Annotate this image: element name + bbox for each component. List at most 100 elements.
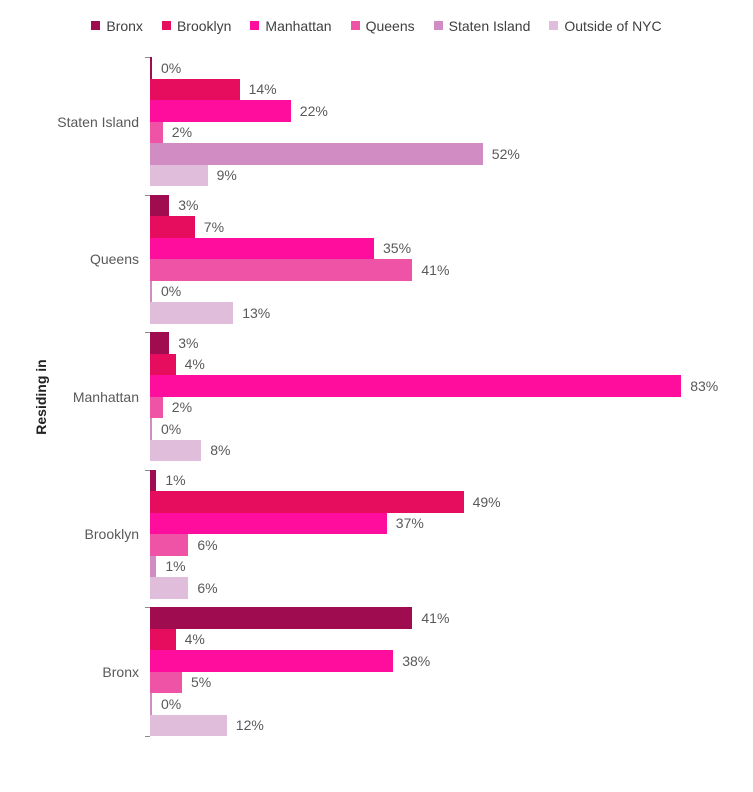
bar-row: 83% <box>150 375 753 397</box>
bar-bronx <box>150 194 170 216</box>
category-label: Brooklyn <box>84 526 139 542</box>
value-label: 1% <box>165 558 186 575</box>
bar-bronx <box>150 57 152 79</box>
value-label: 41% <box>421 609 450 626</box>
bar-row: 0% <box>150 693 753 715</box>
bar-row: 2% <box>150 396 753 418</box>
legend-swatch-icon <box>549 21 559 30</box>
bar-staten-island <box>150 418 152 440</box>
bar-group-staten-island: Staten Island 0% 14% 22% 2% 52% 9% <box>0 57 753 186</box>
chart-page: { "chart_data": { "type": "bar", "orient… <box>0 17 753 792</box>
value-label: 5% <box>191 674 212 691</box>
legend-label: Staten Island <box>448 17 531 34</box>
bar-row: 1% <box>150 469 753 491</box>
bar-queens <box>150 396 163 418</box>
category-label: Queens <box>89 251 139 267</box>
legend-item-outside-of-nyc: Outside of NYC <box>549 17 662 34</box>
bar-stack: 0% 14% 22% 2% 52% 9% <box>150 57 753 186</box>
value-label: 49% <box>472 493 501 510</box>
bar-bronx <box>150 332 170 354</box>
bar-brooklyn <box>150 491 464 513</box>
axis-tick <box>145 57 150 58</box>
bar-row: 41% <box>150 259 753 281</box>
value-label: 41% <box>421 261 450 278</box>
value-label: 0% <box>161 695 182 712</box>
bar-staten-island <box>150 143 483 165</box>
value-label: 8% <box>210 442 231 459</box>
bar-group-manhattan: Manhattan 3% 4% 83% 2% 0% 8% <box>0 332 753 461</box>
bar-row: 37% <box>150 512 753 534</box>
bar-row: 22% <box>150 100 753 122</box>
bar-queens <box>150 121 163 143</box>
bar-row: 7% <box>150 216 753 238</box>
bar-row: 49% <box>150 491 753 513</box>
legend-swatch-icon <box>91 21 101 30</box>
bar-brooklyn <box>150 78 240 100</box>
value-label: 83% <box>690 377 719 394</box>
value-label: 0% <box>161 420 182 437</box>
bar-outside-of-nyc <box>150 164 208 186</box>
bar-row: 2% <box>150 121 753 143</box>
bar-outside-of-nyc <box>150 302 234 324</box>
bar-stack: 1% 49% 37% 6% 1% 6% <box>150 469 753 599</box>
value-label: 38% <box>402 652 431 669</box>
axis-tick <box>145 607 150 608</box>
legend-item-staten-island: Staten Island <box>433 17 531 34</box>
category-label: Staten Island <box>57 113 139 130</box>
bar-row: 8% <box>150 439 753 461</box>
y-axis-title: Residing in <box>33 359 49 435</box>
value-label: 2% <box>171 399 193 416</box>
bar-row: 0% <box>150 57 753 79</box>
bar-manhattan <box>150 237 374 259</box>
chart-area: Residing in Staten Island 0% 14% 22% 2% 52% 9%… <box>0 57 753 737</box>
legend-item-queens: Queens <box>350 17 415 34</box>
bar-row: 35% <box>150 237 753 259</box>
value-label: 3% <box>178 334 199 351</box>
value-label: 7% <box>203 218 225 235</box>
bar-row: 1% <box>150 555 753 577</box>
bar-group-bronx: Bronx 41% 4% 38% 5% 0% 12% <box>0 607 753 736</box>
value-label: 4% <box>184 356 205 373</box>
bar-bronx <box>150 469 157 491</box>
value-label: 14% <box>248 81 277 98</box>
legend-label: Bronx <box>106 17 143 34</box>
legend: Bronx Brooklyn Manhattan Queens Staten Islan… <box>0 17 753 34</box>
bar-bronx <box>150 607 413 629</box>
value-label: 9% <box>216 167 237 184</box>
bar-brooklyn <box>150 628 176 650</box>
bar-queens <box>150 534 189 556</box>
legend-item-brooklyn: Brooklyn <box>161 17 232 34</box>
value-label: 2% <box>171 124 193 141</box>
bar-staten-island <box>150 280 152 302</box>
value-label: 52% <box>491 145 520 162</box>
value-label: 6% <box>197 536 218 553</box>
category-label: Bronx <box>102 663 139 680</box>
axis-tick <box>145 736 150 737</box>
category-label: Manhattan <box>72 388 139 405</box>
bar-outside-of-nyc <box>150 577 189 599</box>
bar-manhattan <box>150 375 682 397</box>
legend-label: Brooklyn <box>176 17 232 34</box>
legend-label: Queens <box>365 17 415 34</box>
bar-row: 0% <box>150 418 753 440</box>
bar-row: 12% <box>150 714 753 736</box>
bar-row: 3% <box>150 332 753 354</box>
bar-row: 0% <box>150 280 753 302</box>
axis-tick <box>145 194 150 196</box>
bar-row: 6% <box>150 577 753 599</box>
bar-row: 3% <box>150 194 753 216</box>
value-label: 6% <box>197 579 218 596</box>
legend-item-manhattan: Manhattan <box>250 19 332 33</box>
value-label: 4% <box>184 631 205 648</box>
value-label: 22% <box>299 102 328 119</box>
bar-row: 13% <box>150 302 753 324</box>
bar-row: 41% <box>150 607 753 629</box>
bar-row: 4% <box>150 353 753 375</box>
bar-group-queens: Queens 3% 7% 35% 41% 0% 13% <box>0 194 753 324</box>
bar-manhattan <box>150 650 394 672</box>
legend-swatch-icon <box>161 21 171 30</box>
axis-tick <box>145 469 150 471</box>
legend-label: Outside of NYC <box>564 17 662 34</box>
value-label: 0% <box>161 283 182 300</box>
value-label: 12% <box>235 717 264 734</box>
